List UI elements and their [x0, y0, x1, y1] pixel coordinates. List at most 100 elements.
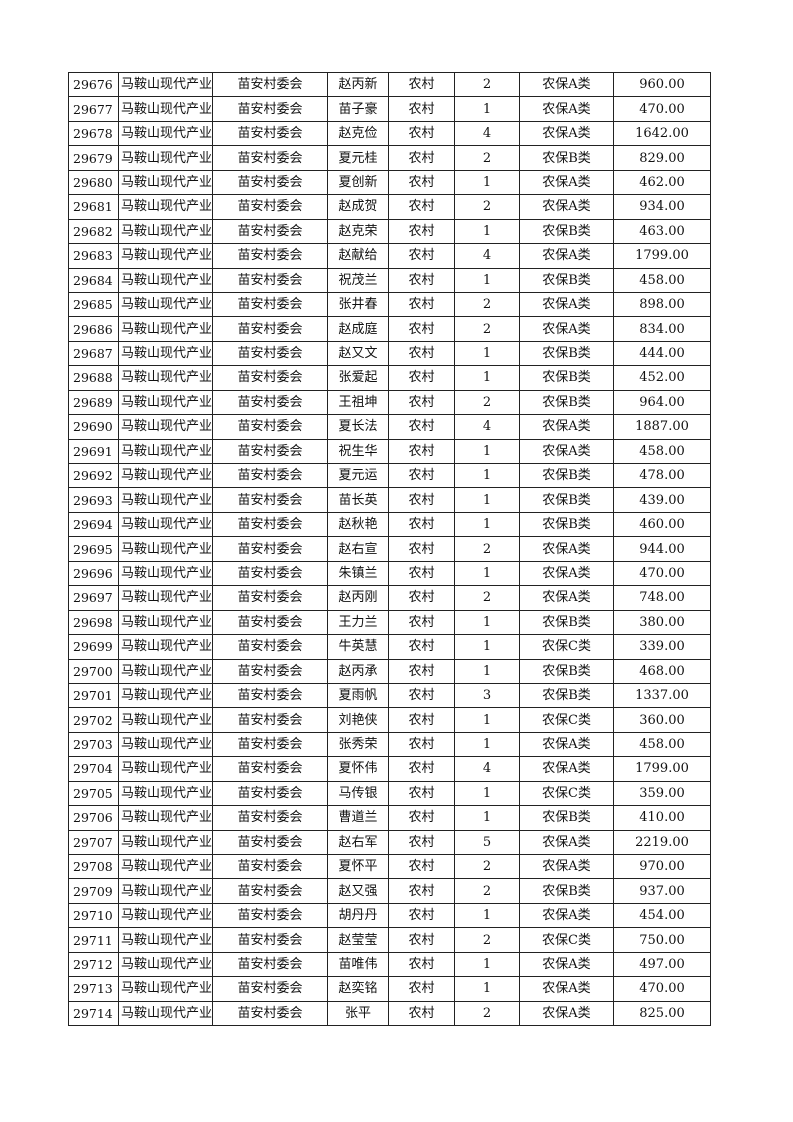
table-row: 29678 马鞍山现代产业 苗安村委会 赵克俭 农村 4 农保A类 1642.00	[68, 120, 711, 147]
household-type-cell: 农村	[388, 780, 455, 807]
record-id-cell: 29713	[68, 976, 119, 1002]
person-name-cell: 张井春	[327, 291, 389, 318]
village-committee-cell: 苗安村委会	[212, 536, 328, 562]
amount-cell: 439.00	[613, 487, 711, 513]
insurance-category-cell: 农保A类	[519, 243, 614, 269]
village-committee-cell: 苗安村委会	[212, 218, 328, 245]
organization-cell: 马鞍山现代产业	[118, 145, 213, 171]
person-name-cell: 夏长法	[327, 414, 389, 440]
village-committee-cell: 苗安村委会	[212, 976, 328, 1002]
insurance-category-cell: 农保A类	[519, 1000, 614, 1027]
record-id-cell: 29676	[68, 71, 119, 98]
table-row: 29714 马鞍山现代产业 苗安村委会 张平 农村 2 农保A类 825.00	[68, 1000, 711, 1027]
organization-cell: 马鞍山现代产业	[118, 805, 213, 831]
table-row: 29703 马鞍山现代产业 苗安村委会 张秀荣 农村 1 农保A类 458.00	[68, 731, 711, 758]
insurance-category-cell: 农保B类	[519, 389, 614, 416]
household-type-cell: 农村	[388, 951, 455, 978]
member-count-cell: 1	[454, 511, 520, 538]
person-name-cell: 赵成庭	[327, 316, 389, 342]
amount-cell: 1642.00	[613, 120, 711, 147]
table-row: 29690 马鞍山现代产业 苗安村委会 夏长法 农村 4 农保A类 1887.00	[68, 414, 711, 440]
amount-cell: 934.00	[613, 194, 711, 220]
table-row: 29710 马鞍山现代产业 苗安村委会 胡丹丹 农村 1 农保A类 454.00	[68, 902, 711, 929]
insurance-category-cell: 农保A类	[519, 829, 614, 856]
village-committee-cell: 苗安村委会	[212, 291, 328, 318]
record-id-cell: 29708	[68, 853, 119, 880]
record-id-cell: 29702	[68, 707, 119, 733]
amount-cell: 470.00	[613, 96, 711, 122]
record-id-cell: 29711	[68, 927, 119, 953]
record-id-cell: 29689	[68, 389, 119, 416]
household-type-cell: 农村	[388, 902, 455, 929]
record-id-cell: 29695	[68, 536, 119, 562]
organization-cell: 马鞍山现代产业	[118, 682, 213, 709]
member-count-cell: 3	[454, 682, 520, 709]
organization-cell: 马鞍山现代产业	[118, 731, 213, 758]
table-row: 29711 马鞍山现代产业 苗安村委会 赵莹莹 农村 2 农保C类 750.00	[68, 927, 711, 953]
insurance-category-cell: 农保A类	[519, 756, 614, 782]
table-row: 29697 马鞍山现代产业 苗安村委会 赵丙刚 农村 2 农保A类 748.00	[68, 585, 711, 611]
record-id-cell: 29686	[68, 316, 119, 342]
organization-cell: 马鞍山现代产业	[118, 1000, 213, 1027]
record-id-cell: 29682	[68, 218, 119, 245]
amount-cell: 497.00	[613, 951, 711, 978]
amount-cell: 825.00	[613, 1000, 711, 1027]
member-count-cell: 4	[454, 243, 520, 269]
table-row: 29700 马鞍山现代产业 苗安村委会 赵丙承 农村 1 农保B类 468.00	[68, 658, 711, 684]
member-count-cell: 2	[454, 389, 520, 416]
insurance-category-cell: 农保B类	[519, 340, 614, 367]
data-table: 29676 马鞍山现代产业 苗安村委会 赵丙新 农村 2 农保A类 960.00 29677 马鞍…	[68, 71, 711, 1027]
person-name-cell: 赵又文	[327, 340, 389, 367]
table-row: 29705 马鞍山现代产业 苗安村委会 马传银 农村 1 农保C类 359.00	[68, 780, 711, 807]
amount-cell: 458.00	[613, 267, 711, 293]
record-id-cell: 29705	[68, 780, 119, 807]
insurance-category-cell: 农保B类	[519, 805, 614, 831]
insurance-category-cell: 农保B类	[519, 462, 614, 489]
household-type-cell: 农村	[388, 805, 455, 831]
person-name-cell: 赵莹莹	[327, 927, 389, 953]
amount-cell: 452.00	[613, 365, 711, 391]
insurance-category-cell: 农保B类	[519, 487, 614, 513]
organization-cell: 马鞍山现代产业	[118, 658, 213, 684]
insurance-category-cell: 农保A类	[519, 560, 614, 587]
amount-cell: 1799.00	[613, 243, 711, 269]
organization-cell: 马鞍山现代产业	[118, 414, 213, 440]
person-name-cell: 赵丙承	[327, 658, 389, 684]
household-type-cell: 农村	[388, 731, 455, 758]
table-row: 29698 马鞍山现代产业 苗安村委会 王力兰 农村 1 农保B类 380.00	[68, 609, 711, 636]
table-row: 29692 马鞍山现代产业 苗安村委会 夏元运 农村 1 农保B类 478.00	[68, 462, 711, 489]
household-type-cell: 农村	[388, 927, 455, 953]
organization-cell: 马鞍山现代产业	[118, 120, 213, 147]
household-type-cell: 农村	[388, 976, 455, 1002]
member-count-cell: 4	[454, 414, 520, 440]
insurance-category-cell: 农保A类	[519, 96, 614, 122]
household-type-cell: 农村	[388, 707, 455, 733]
person-name-cell: 曹道兰	[327, 805, 389, 831]
amount-cell: 462.00	[613, 169, 711, 196]
village-committee-cell: 苗安村委会	[212, 609, 328, 636]
village-committee-cell: 苗安村委会	[212, 71, 328, 98]
household-type-cell: 农村	[388, 853, 455, 880]
household-type-cell: 农村	[388, 243, 455, 269]
member-count-cell: 2	[454, 585, 520, 611]
insurance-category-cell: 农保A类	[519, 536, 614, 562]
table-row: 29712 马鞍山现代产业 苗安村委会 苗唯伟 农村 1 农保A类 497.00	[68, 951, 711, 978]
person-name-cell: 赵秋艳	[327, 511, 389, 538]
table-row: 29683 马鞍山现代产业 苗安村委会 赵献给 农村 4 农保A类 1799.00	[68, 243, 711, 269]
person-name-cell: 张秀荣	[327, 731, 389, 758]
amount-cell: 1337.00	[613, 682, 711, 709]
person-name-cell: 朱镇兰	[327, 560, 389, 587]
household-type-cell: 农村	[388, 560, 455, 587]
village-committee-cell: 苗安村委会	[212, 658, 328, 684]
insurance-category-cell: 农保C类	[519, 780, 614, 807]
table-row: 29688 马鞍山现代产业 苗安村委会 张爱起 农村 1 农保B类 452.00	[68, 365, 711, 391]
insurance-category-cell: 农保A类	[519, 120, 614, 147]
organization-cell: 马鞍山现代产业	[118, 536, 213, 562]
household-type-cell: 农村	[388, 267, 455, 293]
amount-cell: 359.00	[613, 780, 711, 807]
household-type-cell: 农村	[388, 96, 455, 122]
member-count-cell: 2	[454, 878, 520, 904]
insurance-category-cell: 农保A类	[519, 976, 614, 1002]
amount-cell: 478.00	[613, 462, 711, 489]
member-count-cell: 1	[454, 365, 520, 391]
